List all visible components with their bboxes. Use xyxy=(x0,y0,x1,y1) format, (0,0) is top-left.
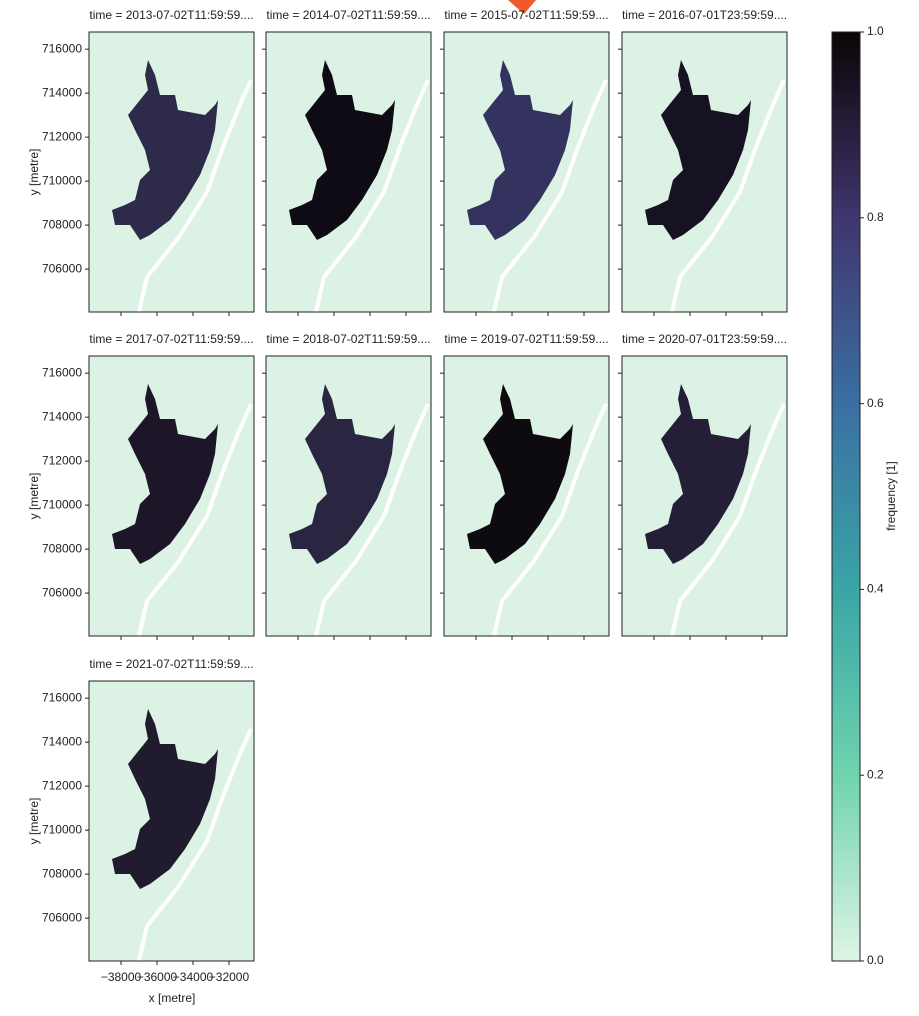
water-extent xyxy=(289,384,395,564)
panel-frame xyxy=(88,31,255,313)
panel-title: time = 2017-07-02T11:59:59.... xyxy=(89,332,253,346)
panel-frame xyxy=(88,355,255,637)
x-tick-label: −38000 xyxy=(101,970,142,984)
water-extent xyxy=(112,384,218,564)
river xyxy=(492,79,608,313)
y-tick-label: 706000 xyxy=(42,585,82,599)
river xyxy=(670,403,786,637)
river xyxy=(314,79,430,313)
colorbar-tick-label: 0.4 xyxy=(867,582,884,596)
river xyxy=(314,403,430,637)
river xyxy=(670,79,786,313)
water-extent xyxy=(112,709,218,889)
y-tick-label: 706000 xyxy=(42,910,82,924)
river xyxy=(137,403,253,637)
panel-frame xyxy=(621,31,788,313)
colorbar-tick-label: 0.6 xyxy=(867,396,884,410)
y-axis-label: y [metre] xyxy=(27,473,41,520)
y-axis-label: y [metre] xyxy=(27,798,41,845)
water-extent xyxy=(467,384,573,564)
water-extent xyxy=(645,60,751,240)
y-tick-label: 710000 xyxy=(42,822,82,836)
y-tick-label: 716000 xyxy=(42,41,82,55)
river xyxy=(137,728,253,962)
panel-title: time = 2020-07-01T23:59:59.... xyxy=(622,332,787,346)
cursor-marker xyxy=(508,0,536,14)
panel-title: time = 2014-07-02T11:59:59.... xyxy=(266,8,430,22)
y-tick-label: 710000 xyxy=(42,497,82,511)
y-tick-label: 708000 xyxy=(42,217,82,231)
river xyxy=(492,403,608,637)
panel-title: time = 2015-07-02T11:59:59.... xyxy=(444,8,608,22)
panel-frame xyxy=(443,31,610,313)
panel-frame xyxy=(443,355,610,637)
y-tick-label: 716000 xyxy=(42,365,82,379)
y-tick-label: 708000 xyxy=(42,866,82,880)
y-tick-label: 708000 xyxy=(42,541,82,555)
water-extent xyxy=(645,384,751,564)
water-extent xyxy=(467,60,573,240)
y-tick-label: 714000 xyxy=(42,85,82,99)
panel-title: time = 2021-07-02T11:59:59.... xyxy=(89,657,253,671)
panel-title: time = 2013-07-02T11:59:59.... xyxy=(89,8,253,22)
panel-title: time = 2019-07-02T11:59:59.... xyxy=(444,332,608,346)
colorbar-tick-label: 1.0 xyxy=(867,24,884,38)
x-tick-label: −32000 xyxy=(209,970,250,984)
panel-frame xyxy=(265,31,432,313)
x-tick-label: −34000 xyxy=(173,970,214,984)
y-tick-label: 716000 xyxy=(42,690,82,704)
panel-frame xyxy=(621,355,788,637)
panel-title: time = 2016-07-01T23:59:59.... xyxy=(622,8,787,22)
y-tick-label: 706000 xyxy=(42,261,82,275)
colorbar-tick-label: 0.0 xyxy=(867,953,884,967)
panel-title: time = 2018-07-02T11:59:59.... xyxy=(266,332,430,346)
colorbar-tick-label: 0.2 xyxy=(867,767,884,781)
y-axis-label: y [metre] xyxy=(27,149,41,196)
water-extent xyxy=(289,60,395,240)
colorbar-tick-label: 0.8 xyxy=(867,210,884,224)
y-tick-label: 712000 xyxy=(42,453,82,467)
panel-frame xyxy=(88,680,255,962)
y-tick-label: 712000 xyxy=(42,129,82,143)
water-extent xyxy=(112,60,218,240)
panel-frame xyxy=(265,355,432,637)
x-axis-label: x [metre] xyxy=(149,991,196,1005)
colorbar-label: frequency [1] xyxy=(884,461,898,530)
y-tick-label: 714000 xyxy=(42,409,82,423)
x-tick-label: −36000 xyxy=(137,970,178,984)
y-tick-label: 710000 xyxy=(42,173,82,187)
colorbar xyxy=(831,31,861,962)
y-tick-label: 712000 xyxy=(42,778,82,792)
y-tick-label: 714000 xyxy=(42,734,82,748)
river xyxy=(137,79,253,313)
